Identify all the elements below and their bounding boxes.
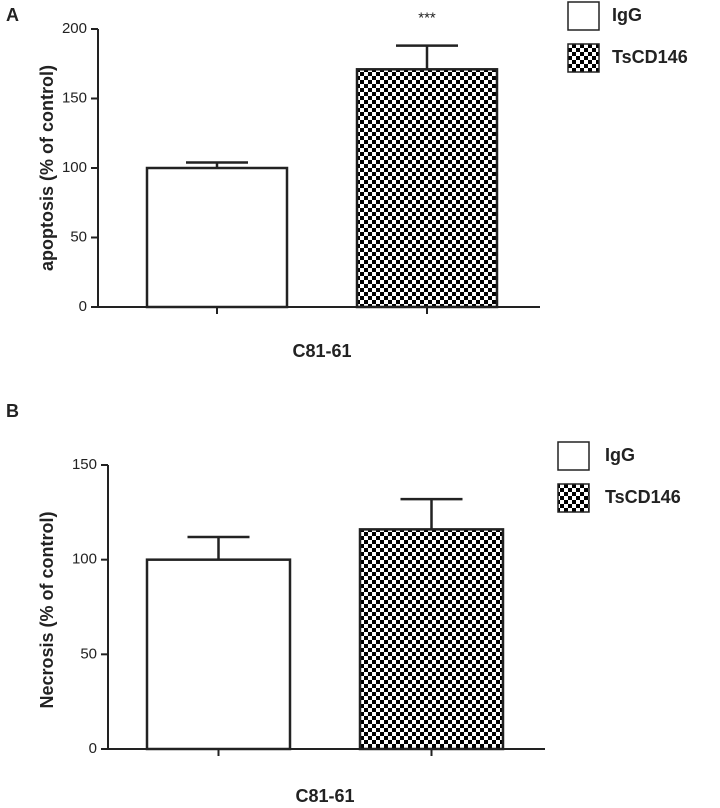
significance: ***: [418, 10, 436, 27]
panel-label: A: [6, 5, 19, 25]
legend-swatch: [567, 1, 600, 31]
legend-label: IgG: [605, 445, 635, 465]
legend-label: IgG: [612, 5, 642, 25]
y-tick-label: 100: [62, 159, 87, 176]
y-tick-label: 200: [62, 20, 87, 37]
error-bar: [396, 44, 458, 70]
y-tick-label: 50: [70, 228, 87, 245]
legend-swatch: [567, 43, 600, 73]
panel-label: B: [6, 401, 19, 421]
bar: [355, 68, 499, 309]
error-bar: [400, 497, 463, 530]
x-category-label: C81-61: [292, 341, 351, 361]
legend-swatch: [557, 483, 590, 513]
y-tick-label: 100: [72, 551, 97, 568]
y-axis-label: apoptosis (% of control): [37, 65, 57, 271]
bar: [358, 528, 505, 751]
y-tick-label: 0: [89, 740, 97, 757]
y-tick-label: 50: [80, 645, 97, 662]
legend-label: TsCD146: [612, 47, 688, 67]
bar: [145, 166, 289, 309]
bar: [145, 558, 292, 751]
error-bar: [187, 535, 250, 560]
legend-label: TsCD146: [605, 487, 681, 507]
y-tick-label: 150: [72, 456, 97, 473]
y-tick-label: 0: [79, 298, 87, 315]
y-tick-label: 150: [62, 89, 87, 106]
x-category-label: C81-61: [295, 786, 354, 806]
y-axis-label: Necrosis (% of control): [37, 511, 57, 708]
legend-swatch: [557, 441, 590, 471]
